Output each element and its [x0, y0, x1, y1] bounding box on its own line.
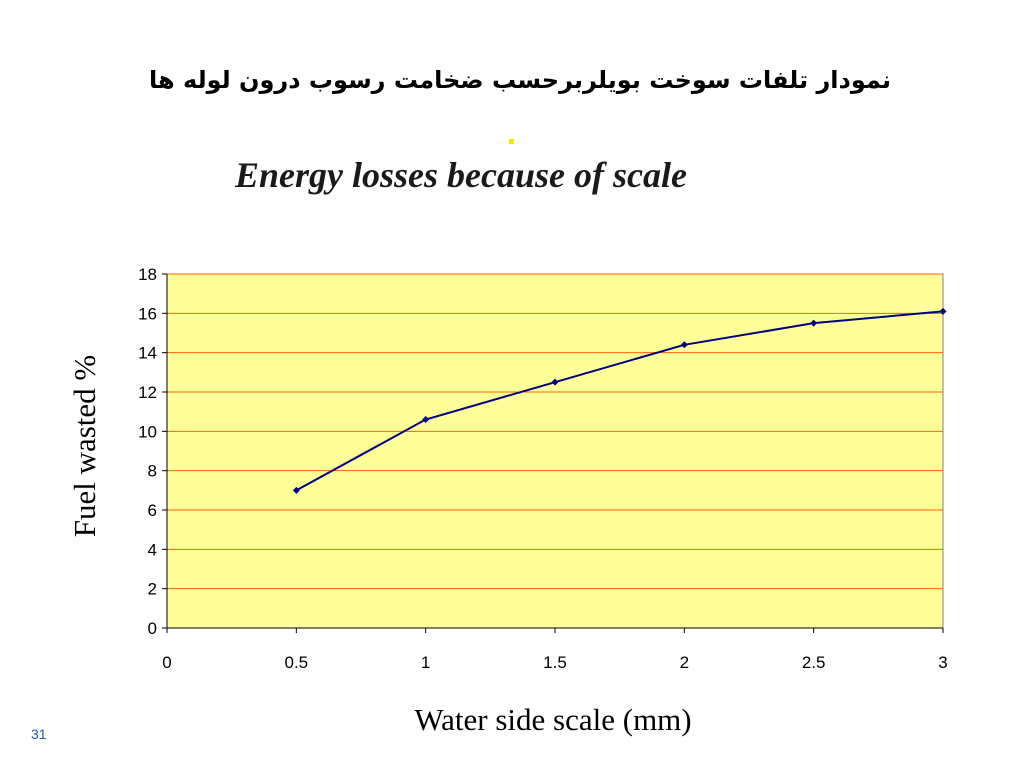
- plot-area: [166, 273, 944, 629]
- y-tick-label: 6: [148, 501, 157, 520]
- series-line: [295, 310, 944, 492]
- data-point-marker: [939, 307, 947, 315]
- y-tick-label: 16: [138, 304, 157, 323]
- x-axis-label: Water side scale (mm): [414, 702, 692, 737]
- x-tick-label: 3: [938, 653, 947, 672]
- data-point-marker: [551, 378, 559, 386]
- data-point-marker: [680, 341, 688, 349]
- y-axis-label: Fuel wasted %: [67, 354, 102, 538]
- y-tick-label: 14: [138, 344, 157, 363]
- y-tick-label: 2: [148, 580, 157, 599]
- y-tick-label: 4: [148, 540, 157, 559]
- y-tick-label: 10: [138, 422, 157, 441]
- y-tick-label: 8: [148, 462, 157, 481]
- page-number: 31: [31, 726, 47, 742]
- slide-title: نمودار تلفات سوخت بویلربرحسب ضخامت رسوب …: [149, 66, 891, 94]
- x-tick-label: 0: [162, 653, 171, 672]
- y-tick-label: 18: [138, 265, 157, 284]
- data-point-marker: [292, 486, 300, 494]
- data-point-marker: [422, 416, 430, 424]
- data-point-marker: [810, 319, 818, 327]
- x-tick-label: 0.5: [285, 653, 309, 672]
- x-tick-label: 2.5: [802, 653, 826, 672]
- y-tick-label: 0: [148, 619, 157, 638]
- x-tick-label: 1.5: [543, 653, 567, 672]
- x-tick-label: 1: [421, 653, 430, 672]
- accent-dot: [509, 139, 514, 144]
- chart-title: Energy losses because of scale: [235, 155, 687, 195]
- y-tick-label: 12: [138, 383, 157, 402]
- x-tick-label: 2: [680, 653, 689, 672]
